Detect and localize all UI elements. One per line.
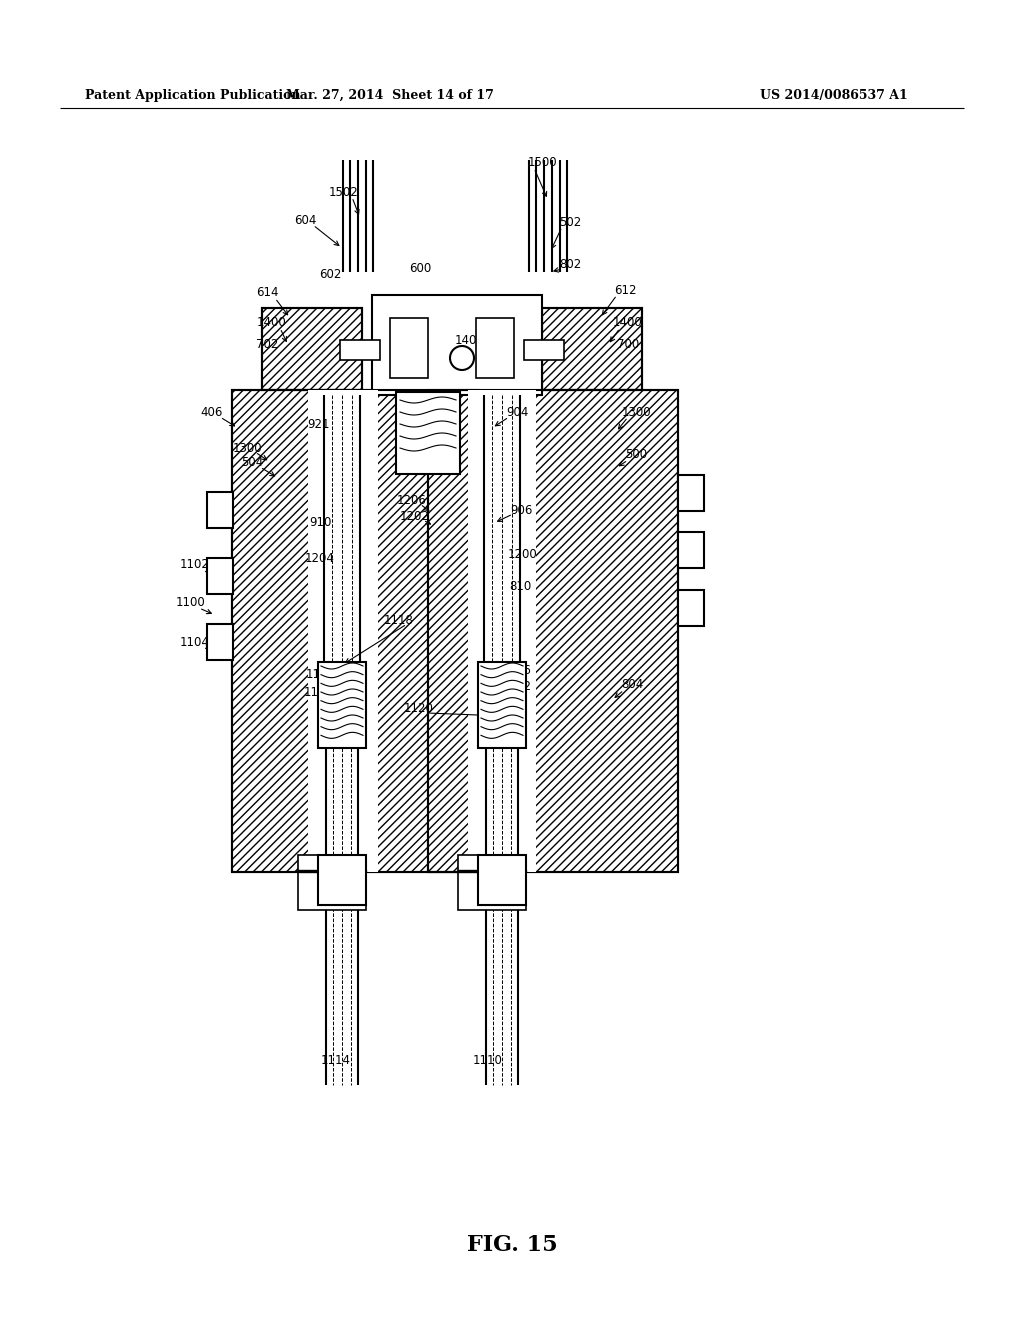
Text: 1204: 1204 [305,552,335,565]
Text: 804: 804 [621,678,643,692]
Text: 1108: 1108 [306,668,336,681]
Text: 604: 604 [294,214,316,227]
Bar [428,389,678,873]
Text: 500: 500 [625,449,647,462]
Bar [428,389,678,873]
Text: 1400: 1400 [455,334,485,346]
Text: 1112: 1112 [502,681,532,693]
Text: 1110: 1110 [473,1053,503,1067]
Bar [458,870,526,873]
Text: 1400: 1400 [257,317,287,330]
Text: Patent Application Publication: Patent Application Publication [85,88,300,102]
Text: 1300: 1300 [232,441,262,454]
Bar [542,308,642,389]
Text: 702: 702 [256,338,279,351]
Text: 1200: 1200 [508,549,538,561]
Bar [396,392,460,474]
Bar [262,308,362,389]
Bar [318,663,366,748]
Text: 610: 610 [401,396,424,409]
Text: 1114: 1114 [321,1053,351,1067]
Text: 612: 612 [613,284,636,297]
Bar [476,318,514,378]
Bar [318,855,366,906]
Text: 810: 810 [509,581,531,594]
Bar [458,855,526,909]
Bar [372,294,542,395]
Bar [207,624,233,660]
Text: 1106: 1106 [502,664,531,676]
Text: 1118: 1118 [384,614,414,627]
Text: 1104: 1104 [180,635,210,648]
Text: 502: 502 [559,215,582,228]
Text: 1102: 1102 [180,558,210,572]
Bar [207,492,233,528]
Text: 904: 904 [506,407,528,420]
Text: FIG. 15: FIG. 15 [467,1234,557,1257]
Bar [298,870,366,873]
Bar [262,308,362,389]
Text: 1206: 1206 [397,494,427,507]
Text: US 2014/0086537 A1: US 2014/0086537 A1 [760,88,907,102]
Text: 921: 921 [307,418,330,432]
Text: 700: 700 [616,338,639,351]
Text: 908: 908 [401,412,424,425]
Text: 406: 406 [201,407,223,420]
Bar [678,590,705,626]
Text: 504: 504 [241,455,263,469]
Text: 1116: 1116 [304,686,334,700]
Bar [298,855,366,909]
Bar [232,389,478,873]
Text: 600: 600 [409,261,431,275]
Text: 1400: 1400 [613,317,643,330]
Text: 602: 602 [318,268,341,281]
Text: 1120: 1120 [404,702,434,715]
Circle shape [450,346,474,370]
Bar [390,318,428,378]
Text: 614: 614 [256,286,279,300]
Text: 1500: 1500 [527,157,557,169]
Bar [524,341,564,360]
Text: 802: 802 [559,259,582,272]
Text: 919: 919 [401,426,424,440]
Bar [232,389,478,873]
Text: 608: 608 [401,441,424,454]
Text: Mar. 27, 2014  Sheet 14 of 17: Mar. 27, 2014 Sheet 14 of 17 [286,88,494,102]
Bar [678,475,705,511]
Bar [207,558,233,594]
Bar [340,341,380,360]
Bar [542,308,642,389]
Text: 1202: 1202 [400,510,430,523]
Text: 1100: 1100 [176,597,206,610]
Bar [308,389,378,873]
Text: 910: 910 [309,516,331,528]
Bar [468,389,536,873]
Text: 1300: 1300 [622,407,651,420]
Bar [478,663,526,748]
Text: 906: 906 [510,503,532,516]
Text: 1502: 1502 [329,186,358,199]
Bar [478,855,526,906]
Bar [678,532,705,568]
